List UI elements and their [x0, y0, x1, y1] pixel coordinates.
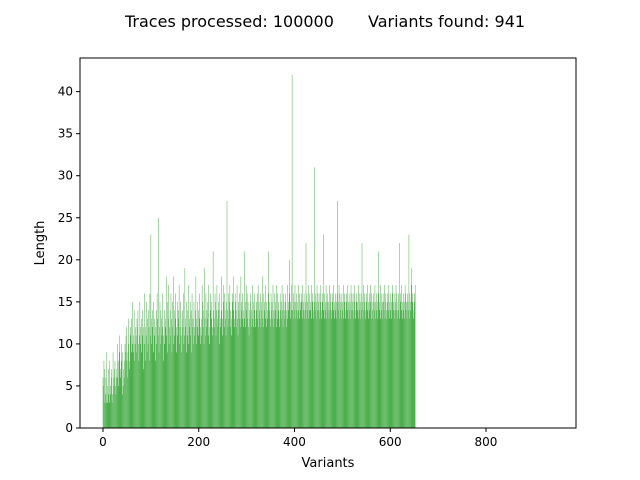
- y-tick-label: 15: [58, 295, 73, 309]
- x-tick-label: 600: [379, 435, 402, 449]
- y-tick-label: 40: [58, 85, 73, 99]
- y-tick-label: 10: [58, 337, 73, 351]
- y-tick-label: 20: [58, 253, 73, 267]
- y-axis-ticks: 0 5 10 15 20 25 30 35 40: [58, 85, 80, 435]
- x-tick-label: 0: [99, 435, 107, 449]
- chart-title-variants: Variants found: 941: [368, 12, 526, 31]
- x-tick-label: 200: [187, 435, 210, 449]
- x-tick-label: 400: [283, 435, 306, 449]
- y-axis-label: Length: [33, 221, 48, 266]
- bars-group: [102, 74, 416, 429]
- y-tick-label: 5: [65, 379, 73, 393]
- x-axis-ticks: 0 200 400 600 800: [99, 428, 497, 449]
- y-tick-label: 35: [58, 127, 73, 141]
- y-tick-label: 25: [58, 211, 73, 225]
- x-axis-label: Variants: [302, 456, 355, 471]
- plot-frame: [79, 57, 577, 429]
- y-tick-label: 30: [58, 169, 73, 183]
- y-tick-label: 0: [65, 421, 73, 435]
- chart-title-traces: Traces processed: 100000: [125, 12, 334, 31]
- x-tick-label: 800: [475, 435, 498, 449]
